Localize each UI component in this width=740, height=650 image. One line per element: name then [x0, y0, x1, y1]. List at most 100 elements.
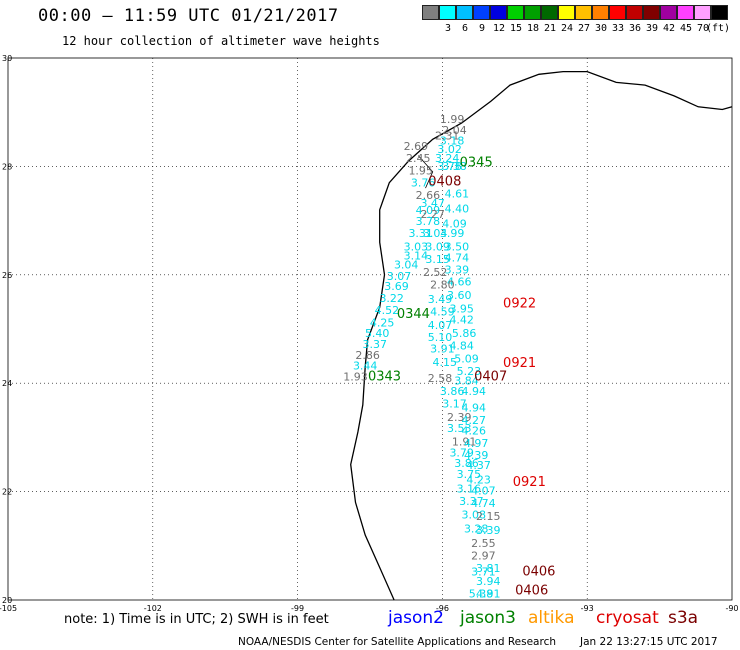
legend-label: 6: [461, 23, 469, 34]
wave-height-value: 3.07: [387, 270, 412, 283]
wave-height-value: 1.99: [440, 113, 465, 126]
wave-height-value: 3.78: [437, 160, 462, 173]
wave-height-value: 3.17: [442, 398, 467, 411]
note-text: note: 1) Time is in UTC; 2) SWH is in fe…: [64, 612, 329, 627]
wave-height-value: 2.31: [435, 129, 460, 142]
wave-height-value: 3.44: [353, 360, 378, 373]
wave-height-value: 4.23: [466, 474, 491, 487]
wave-height-observations: 1.992.042.313.183.023.243.783.382.692.45…: [343, 113, 500, 600]
legend-label: 42: [662, 23, 676, 34]
legend-label: 3: [444, 23, 452, 34]
wave-height-value: 4.09: [442, 218, 467, 231]
wave-height-value: 4.61: [445, 187, 470, 200]
wave-height-value: 3.95: [449, 303, 474, 316]
wave-height-value: 3.86: [454, 457, 479, 470]
legend-label: 45: [679, 23, 693, 34]
wave-height-value: 3.81: [476, 562, 501, 575]
wave-height-value: 2.86: [355, 349, 380, 362]
lat-tick-label: 24: [2, 379, 12, 388]
legend-swatch: [558, 5, 575, 20]
wave-height-value: 3.99: [440, 227, 465, 240]
wave-height-value: 3.24: [435, 152, 460, 165]
wave-height-value: 5.38: [469, 587, 494, 600]
lon-tick-label: -102: [144, 604, 162, 613]
legend-swatch: [507, 5, 524, 20]
wave-height-value: 4.09: [416, 204, 441, 217]
wave-height-value: 3.78: [416, 215, 441, 228]
legend-label: 70: [696, 23, 710, 34]
wave-height-value: 3.53: [447, 422, 472, 435]
wave-height-value: 4.39: [464, 449, 489, 462]
wave-height-value: 3.91: [430, 342, 455, 355]
legend-swatch: [456, 5, 473, 20]
pass-time-label: 0406: [522, 565, 555, 580]
wave-height-value: 4.40: [445, 203, 470, 216]
wave-height-value: 3.04: [423, 227, 448, 240]
wave-height-value: 3.75: [457, 468, 482, 481]
wave-height-value: 2.15: [476, 510, 501, 523]
wave-height-value: 3.28: [464, 522, 489, 535]
satellite-key-cryosat: cryosat: [596, 608, 659, 628]
wave-height-value: 4.37: [466, 459, 491, 472]
wave-height-value: 2.52: [423, 266, 448, 279]
lat-tick-label: 30: [2, 54, 12, 63]
legend-swatch: [422, 5, 439, 20]
wave-height-value: 3.86: [440, 385, 465, 398]
wave-height-value: 3.09: [425, 240, 450, 253]
wave-height-value: 3.03: [404, 240, 429, 253]
barrier-island: [418, 155, 434, 189]
wave-height-value: 5.40: [365, 327, 390, 340]
satellite-key-altika: altika: [528, 608, 575, 628]
pass-time-label: 0407: [474, 370, 507, 385]
wave-height-value: 4.07: [471, 484, 496, 497]
lon-tick-label: -90: [725, 604, 738, 613]
legend-swatch: [677, 5, 694, 20]
legend-swatch: [490, 5, 507, 20]
pass-time-label: 0343: [368, 370, 401, 385]
legend-label: 24: [560, 23, 574, 34]
wave-height-value: 3.60: [447, 289, 472, 302]
wave-height-value: 5.10: [428, 331, 453, 344]
legend-label: 12: [492, 23, 506, 34]
wave-height-value: 3.15: [425, 253, 450, 266]
wave-height-value: 3.76: [411, 177, 436, 190]
wave-height-value: 4.15: [433, 356, 458, 369]
wave-height-value: 1.95: [408, 165, 433, 178]
satellite-key-jason2: jason2: [388, 608, 444, 628]
wave-height-value: 3.04: [394, 258, 419, 271]
wave-height-value: 2.55: [471, 537, 496, 550]
wave-height-value: 3.37: [363, 338, 388, 351]
pass-time-label: 0921: [513, 475, 546, 490]
map-subtitle: 12 hour collection of altimeter wave hei…: [62, 34, 380, 48]
pass-time-label: 0345: [460, 155, 493, 170]
wave-height-value: 3.38: [442, 160, 467, 173]
wave-height-value: 2.97: [471, 549, 496, 562]
pass-time-label: 0406: [515, 584, 548, 599]
legend-label: 21: [543, 23, 557, 34]
legend-swatch: [660, 5, 677, 20]
wave-height-value: 4.27: [462, 414, 487, 427]
lat-lon-grid: [7, 57, 733, 601]
lon-tick-label: -96: [436, 604, 449, 613]
wave-height-value: 3.16: [457, 483, 482, 496]
wave-height-value: 2.39: [447, 411, 472, 424]
lon-tick-label: -99: [291, 604, 304, 613]
legend-swatch: [439, 5, 456, 20]
wave-height-value: 2.69: [404, 140, 429, 153]
axis-tick-labels: -105 -102 -99 -96 -93 -90 20 22 24 26 28 30: [0, 54, 739, 613]
legend-swatch: [592, 5, 609, 20]
gulf-coastline: [350, 70, 733, 601]
legend-swatch: [694, 5, 711, 20]
legend-swatch: [626, 5, 643, 20]
wave-height-value: 3.08: [462, 509, 487, 522]
legend-swatch: [609, 5, 626, 20]
wave-height-value: 3.31: [408, 227, 433, 240]
wave-height-value: 4.74: [445, 251, 470, 264]
lon-tick-label: -105: [0, 604, 17, 613]
wave-height-value: 4.66: [447, 276, 472, 289]
credit-text: NOAA/NESDIS Center for Satellite Applica…: [238, 636, 556, 648]
legend-label: 18: [526, 23, 540, 34]
wave-height-value: 2.45: [406, 152, 431, 165]
satellite-key-jason3: jason3: [460, 608, 516, 628]
